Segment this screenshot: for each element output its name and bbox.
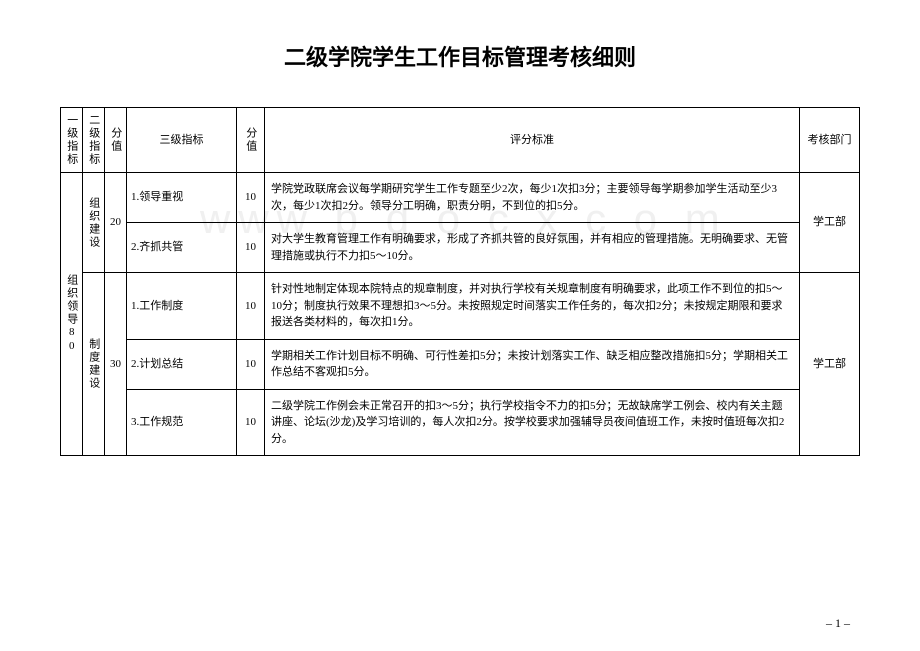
dept-cell: 学工部: [800, 173, 860, 273]
criteria-cell: 对大学生教育管理工作有明确要求，形成了齐抓共管的良好氛围，并有相应的管理措施。无…: [265, 223, 800, 273]
l3-cell: 2.齐抓共管: [127, 223, 237, 273]
dept-cell: 学工部: [800, 273, 860, 456]
l2a-cell: 组织建设: [83, 173, 105, 273]
header-criteria: 评分标准: [265, 108, 800, 173]
l3-cell: 1.领导重视: [127, 173, 237, 223]
page-number: – 1 –: [826, 616, 850, 631]
assessment-table: 一级指标 二级指标 分值 三级指标 分值 评分标准 考核部门 组织领导80 组织…: [60, 107, 860, 456]
l3-cell: 1.工作制度: [127, 273, 237, 340]
table-row: 3.工作规范 10 二级学院工作例会未正常召开的扣3～5分；执行学校指令不力的扣…: [61, 389, 860, 456]
l3-score: 10: [237, 339, 265, 389]
header-l1: 一级指标: [61, 108, 83, 173]
table-row: 2.计划总结 10 学期相关工作计划目标不明确、可行性差扣5分；未按计划落实工作…: [61, 339, 860, 389]
l3-cell: 3.工作规范: [127, 389, 237, 456]
table-row: 2.齐抓共管 10 对大学生教育管理工作有明确要求，形成了齐抓共管的良好氛围，并…: [61, 223, 860, 273]
l1-cell: 组织领导80: [61, 173, 83, 456]
page-title: 二级学院学生工作目标管理考核细则: [60, 40, 860, 72]
header-dept: 考核部门: [800, 108, 860, 173]
l3-score: 10: [237, 273, 265, 340]
header-score1: 分值: [105, 108, 127, 173]
l3-score: 10: [237, 223, 265, 273]
table-header-row: 一级指标 二级指标 分值 三级指标 分值 评分标准 考核部门: [61, 108, 860, 173]
l2a-score: 20: [105, 173, 127, 273]
header-l3: 三级指标: [127, 108, 237, 173]
header-l2: 二级指标: [83, 108, 105, 173]
criteria-cell: 针对性地制定体现本院特点的规章制度，并对执行学校有关规章制度有明确要求，此项工作…: [265, 273, 800, 340]
table-row: 制度建设 30 1.工作制度 10 针对性地制定体现本院特点的规章制度，并对执行…: [61, 273, 860, 340]
criteria-cell: 学院党政联席会议每学期研究学生工作专题至少2次，每少1次扣3分；主要领导每学期参…: [265, 173, 800, 223]
l2b-cell: 制度建设: [83, 273, 105, 456]
l3-score: 10: [237, 389, 265, 456]
header-score2: 分值: [237, 108, 265, 173]
criteria-cell: 二级学院工作例会未正常召开的扣3～5分；执行学校指令不力的扣5分；无故缺席学工例…: [265, 389, 800, 456]
l3-score: 10: [237, 173, 265, 223]
l3-cell: 2.计划总结: [127, 339, 237, 389]
table-row: 组织领导80 组织建设 20 1.领导重视 10 学院党政联席会议每学期研究学生…: [61, 173, 860, 223]
criteria-cell: 学期相关工作计划目标不明确、可行性差扣5分；未按计划落实工作、缺乏相应整改措施扣…: [265, 339, 800, 389]
l2b-score: 30: [105, 273, 127, 456]
document-content: 二级学院学生工作目标管理考核细则 一级指标 二级指标 分值 三级指标 分值 评分…: [60, 40, 860, 456]
